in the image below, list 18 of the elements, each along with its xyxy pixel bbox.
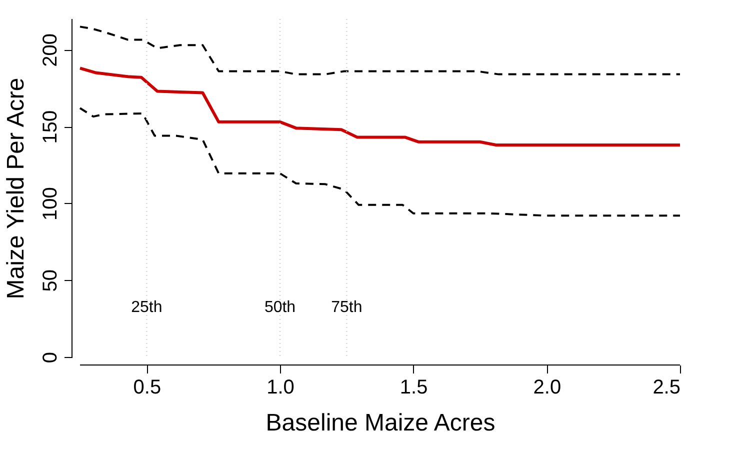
line-series	[79, 107, 681, 217]
y-axis-title: Maize Yield Per Acre	[2, 78, 30, 300]
x-axis-title: Baseline Maize Acres	[266, 410, 496, 436]
x-tick-label: 1.0	[266, 376, 294, 398]
y-tick-label: 0	[40, 352, 62, 364]
y-tick-label: 200	[40, 34, 62, 67]
x-tick-label: 0.5	[133, 376, 162, 398]
line-series	[78, 66, 682, 146]
y-tick-label: 150	[40, 110, 62, 144]
y-tick-label: 100	[40, 187, 62, 221]
ref-line-label: 75th	[331, 299, 362, 316]
line-series	[79, 26, 681, 76]
x-tick-label: 1.5	[400, 376, 428, 398]
ref-line-label: 25th	[131, 299, 162, 316]
ref-line-label: 50th	[264, 299, 296, 316]
x-tick-label: 2.0	[533, 376, 562, 398]
x-tick-label: 2.5	[652, 376, 680, 398]
y-tick-label: 50	[40, 270, 62, 292]
